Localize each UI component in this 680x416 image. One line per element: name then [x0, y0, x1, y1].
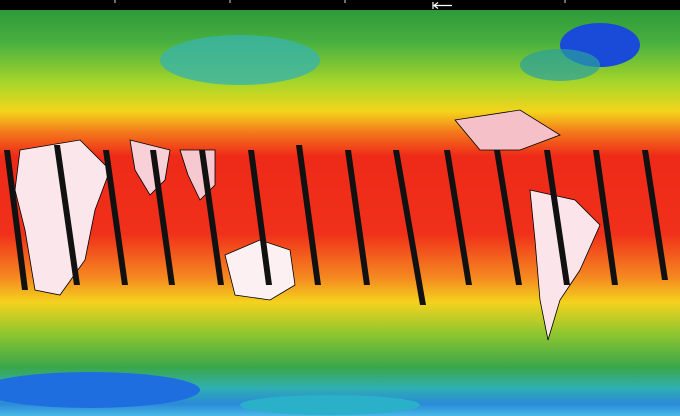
cold-region	[160, 35, 320, 85]
swath-gap	[199, 150, 224, 285]
swath-gap	[4, 150, 28, 290]
swath-gap	[642, 150, 668, 280]
swath-gap	[150, 150, 175, 285]
north-america	[454, 109, 561, 151]
cold-region	[520, 49, 600, 81]
swath-gap	[103, 150, 128, 285]
swath-gap	[494, 150, 522, 285]
antarctic-region	[240, 395, 420, 415]
swath-gap	[345, 150, 370, 285]
africa	[14, 139, 111, 296]
swath-gap	[393, 150, 426, 305]
swath-gap	[544, 150, 570, 285]
swath-gap	[54, 145, 80, 285]
swath-gap	[248, 150, 272, 285]
swath-gap	[296, 145, 321, 285]
swath-gap	[444, 150, 472, 285]
antarctic-region	[0, 372, 200, 408]
swath-gap	[593, 150, 618, 285]
top-bar	[0, 0, 680, 10]
arrow-head	[433, 2, 439, 9]
top-bar-ticks	[114, 0, 566, 3]
swath-gaps	[4, 145, 668, 305]
back-arrow[interactable]	[432, 2, 452, 9]
